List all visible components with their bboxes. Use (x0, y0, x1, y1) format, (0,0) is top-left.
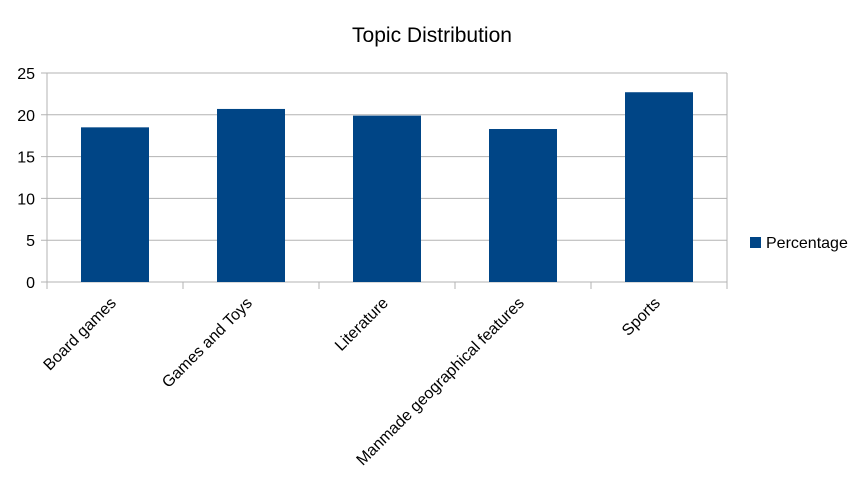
bar-0 (81, 127, 149, 282)
y-tick-label-25: 25 (17, 66, 35, 83)
legend-swatch-percentage (750, 237, 761, 248)
x-tick-label-3: Manmade geographical features (354, 295, 528, 469)
y-axis-tick-labels: 0 5 10 15 20 25 (17, 66, 35, 292)
bar-1 (217, 108, 285, 282)
y-tick-label-5: 5 (26, 233, 35, 250)
y-tick-label-0: 0 (26, 275, 35, 292)
bars (81, 92, 693, 282)
x-axis (182, 282, 592, 289)
y-tick-label-10: 10 (17, 191, 35, 208)
x-axis-tick-labels: Board games Games and Toys LiteratureManma… (41, 295, 664, 469)
x-tick-label-2: Literature (332, 295, 392, 355)
legend-label-percentage: Percentage (766, 235, 848, 252)
y-tick-label-15: 15 (17, 150, 35, 167)
x-tick-label-1: Games and Toys (159, 295, 256, 392)
x-tick-label-4: Sports (619, 295, 664, 340)
bar-4 (625, 92, 693, 282)
chart-title: Topic Distribution (352, 24, 512, 47)
y-tick-label-20: 20 (17, 108, 35, 125)
x-tick-label-0: Board games (41, 295, 120, 374)
bar-2 (353, 115, 421, 282)
legend: Percentage (750, 235, 848, 252)
bar-3 (489, 129, 557, 282)
